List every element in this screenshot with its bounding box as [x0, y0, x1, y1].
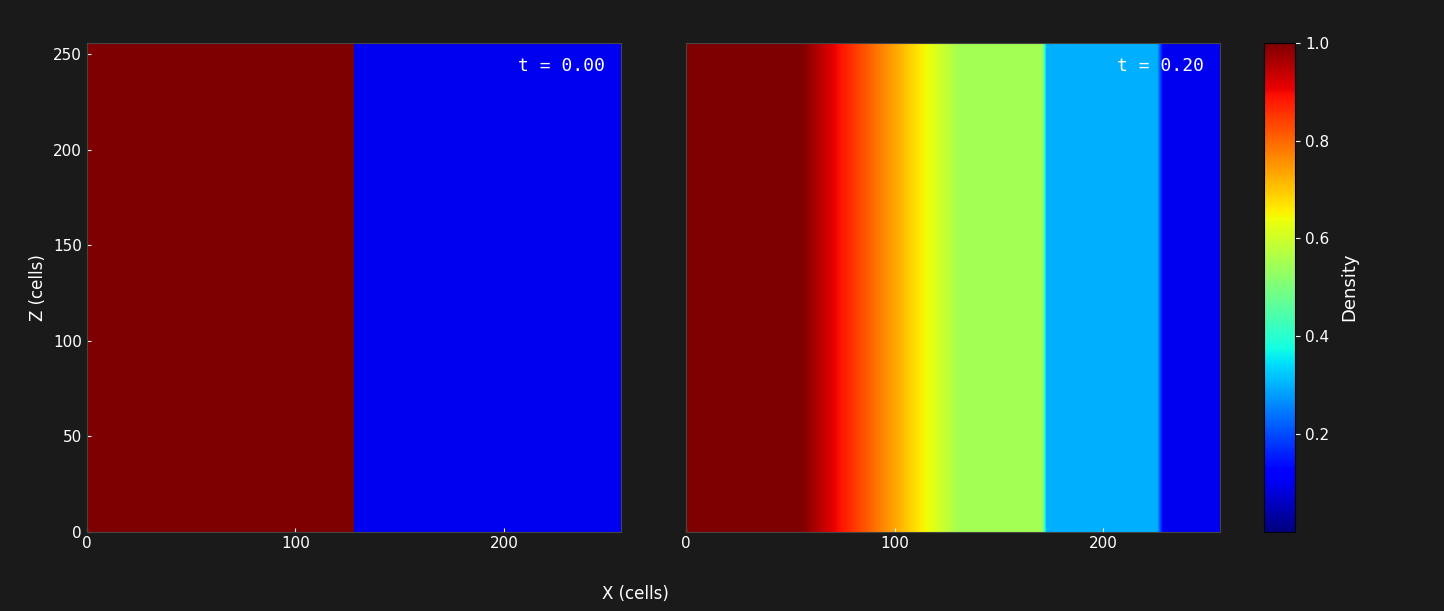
- Y-axis label: Density: Density: [1340, 253, 1359, 321]
- Text: X (cells): X (cells): [602, 585, 669, 603]
- Y-axis label: Z (cells): Z (cells): [29, 254, 48, 321]
- Text: t = 0.20: t = 0.20: [1118, 57, 1204, 75]
- Text: t = 0.00: t = 0.00: [518, 57, 605, 75]
